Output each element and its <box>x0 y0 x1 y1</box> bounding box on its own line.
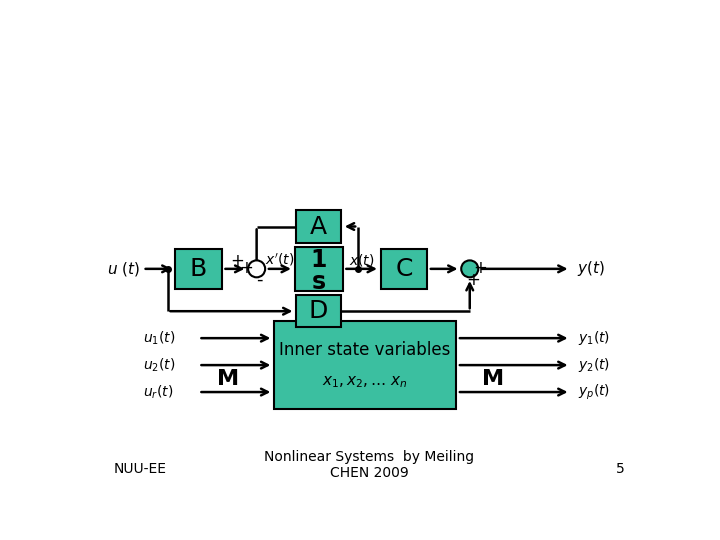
Text: s: s <box>312 270 325 294</box>
Bar <box>381 249 427 289</box>
Text: 5: 5 <box>616 462 625 476</box>
Text: -: - <box>256 271 262 288</box>
Text: $y_2(t)$: $y_2(t)$ <box>578 356 611 374</box>
Text: $y_p(t)$: $y_p(t)$ <box>578 382 611 402</box>
Text: $x(t)$: $x(t)$ <box>348 252 374 268</box>
Text: M: M <box>217 369 239 389</box>
Text: D: D <box>309 299 328 323</box>
Text: $y(t)$: $y(t)$ <box>577 259 605 278</box>
Text: +: + <box>230 252 244 270</box>
Circle shape <box>248 260 265 278</box>
Text: A: A <box>310 214 327 239</box>
Text: $x'(t)$: $x'(t)$ <box>265 252 294 268</box>
Bar <box>296 295 341 327</box>
Bar <box>175 249 222 289</box>
Text: Inner state variables: Inner state variables <box>279 341 451 359</box>
Text: B: B <box>190 257 207 281</box>
Text: Nonlinear Systems  by Meiling
CHEN 2009: Nonlinear Systems by Meiling CHEN 2009 <box>264 450 474 480</box>
Text: NUU-EE: NUU-EE <box>113 462 166 476</box>
Text: C: C <box>395 257 413 281</box>
Text: $y_1(t)$: $y_1(t)$ <box>578 329 611 347</box>
Text: +: + <box>239 259 253 277</box>
Circle shape <box>462 260 478 278</box>
Text: +: + <box>474 259 487 277</box>
Text: $u_1(t)$: $u_1(t)$ <box>143 329 175 347</box>
Bar <box>296 211 341 242</box>
Text: $u\ (t)$: $u\ (t)$ <box>107 260 140 278</box>
Text: $u_2(t)$: $u_2(t)$ <box>143 356 175 374</box>
Bar <box>294 247 343 291</box>
Text: $u_r(t)$: $u_r(t)$ <box>143 383 173 401</box>
Bar <box>274 321 456 409</box>
Text: M: M <box>482 369 505 389</box>
Text: $x_1, x_2, \ldots\ x_n$: $x_1, x_2, \ldots\ x_n$ <box>323 374 408 390</box>
Text: 1: 1 <box>310 248 327 272</box>
Text: +: + <box>467 271 480 288</box>
